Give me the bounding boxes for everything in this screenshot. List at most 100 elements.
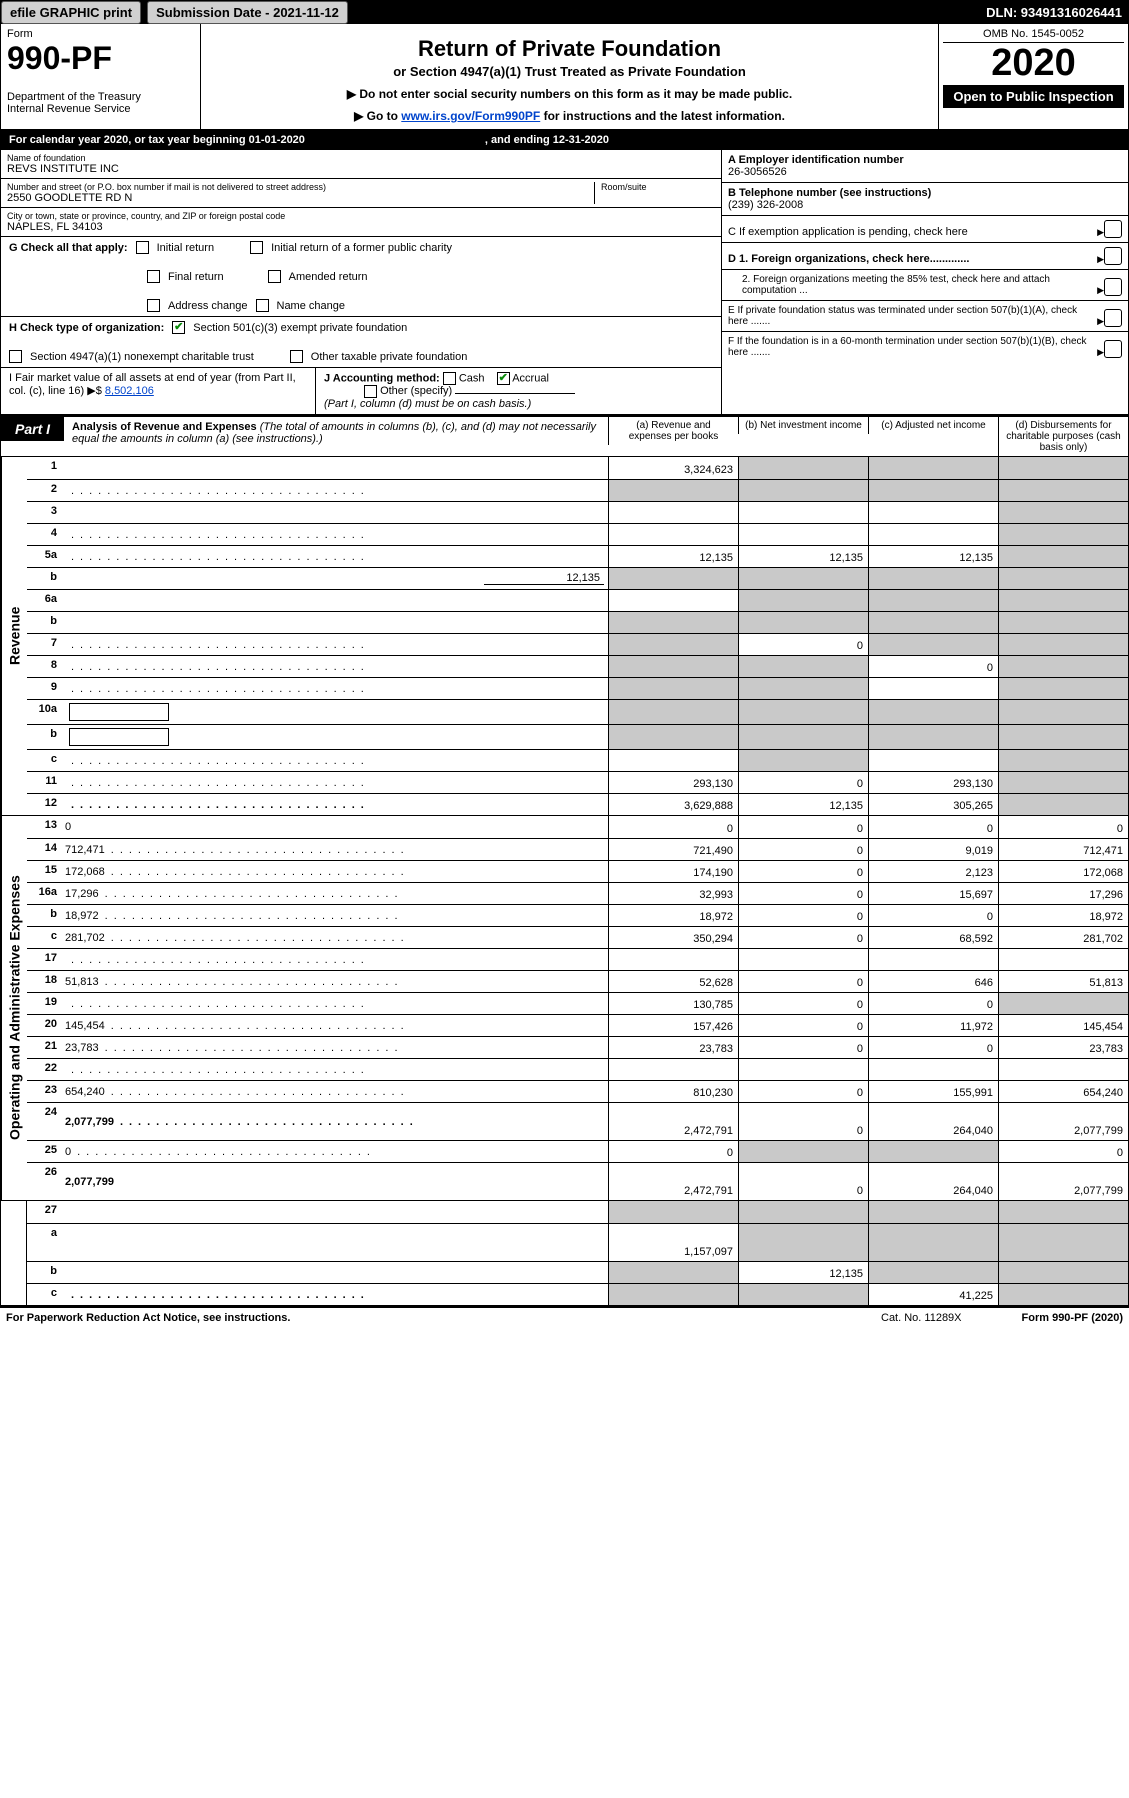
cell-a: [608, 480, 738, 501]
cell-b: [738, 678, 868, 699]
line-14: 14712,471...............................…: [27, 838, 1128, 860]
checkbox-f[interactable]: [1104, 340, 1122, 358]
checkbox-name-change[interactable]: [256, 299, 269, 312]
checkbox-initial-return[interactable]: [136, 241, 149, 254]
cell-d: 0: [998, 1141, 1128, 1162]
checkbox-initial-former[interactable]: [250, 241, 263, 254]
checkbox-amended[interactable]: [268, 270, 281, 283]
line-number: 15: [27, 861, 61, 882]
line-description: 0: [61, 816, 608, 838]
expenses-tab: Operating and Administrative Expenses: [1, 816, 27, 1200]
line-number: 17: [27, 949, 61, 970]
cell-c: 41,225: [868, 1284, 998, 1305]
checkbox-accrual[interactable]: [497, 372, 510, 385]
cell-d: 145,454: [998, 1015, 1128, 1036]
checkbox-4947[interactable]: [9, 350, 22, 363]
cell-a: [608, 634, 738, 655]
efile-button[interactable]: efile GRAPHIC print: [1, 1, 141, 24]
checkbox-other-method[interactable]: [364, 385, 377, 398]
cell-b: [738, 612, 868, 633]
checkbox-d2[interactable]: [1104, 278, 1122, 296]
line-number: 7: [27, 634, 61, 655]
line-number: c: [27, 927, 61, 948]
j-other: Other (specify): [380, 385, 452, 397]
instr-2-post: for instructions and the latest informat…: [540, 109, 785, 123]
form-number: 990-PF: [7, 40, 194, 77]
cell-d: [998, 656, 1128, 677]
cell-a: [608, 750, 738, 771]
j-cash: Cash: [459, 372, 485, 384]
cell-d: [998, 612, 1128, 633]
revenue-section: Revenue 13,324,6232.....................…: [1, 457, 1128, 816]
cell-b: 0: [738, 905, 868, 926]
cell-d: [998, 949, 1128, 970]
cell-b: [738, 1201, 868, 1223]
checkbox-e[interactable]: [1104, 309, 1122, 327]
g-check-row: G Check all that apply: Initial return I…: [1, 237, 721, 317]
cell-a: [608, 725, 738, 749]
line-description: .................................: [61, 656, 608, 677]
city-label: City or town, state or province, country…: [7, 211, 715, 221]
line-number: 10a: [27, 700, 61, 724]
line-description: .................................: [61, 524, 608, 545]
checkbox-final-return[interactable]: [147, 270, 160, 283]
cell-d: [998, 772, 1128, 793]
i-value: 8,502,106: [105, 385, 154, 397]
checkbox-c[interactable]: [1104, 220, 1122, 238]
line-description: 654,240.................................: [61, 1081, 608, 1102]
cell-a: 18,972: [608, 905, 738, 926]
d1-row: D 1. Foreign organizations, check here..…: [722, 243, 1128, 270]
cell-c: [868, 634, 998, 655]
line-number: 16a: [27, 883, 61, 904]
dot-leader: .................................: [71, 755, 604, 767]
checkbox-address-change[interactable]: [147, 299, 160, 312]
phone-row: B Telephone number (see instructions) (2…: [722, 183, 1128, 216]
line-21: 2123,783................................…: [27, 1036, 1128, 1058]
checkbox-d1[interactable]: [1104, 247, 1122, 265]
cell-b: [738, 750, 868, 771]
h-check-row: H Check type of organization: Section 50…: [1, 317, 721, 368]
line-description: [61, 612, 608, 633]
dot-leader: .................................: [71, 485, 604, 497]
cell-c: [868, 568, 998, 589]
cell-b: [738, 725, 868, 749]
form-header: Form 990-PF Department of the Treasury I…: [1, 24, 1128, 130]
cell-d: [998, 1201, 1128, 1223]
cell-d: [998, 678, 1128, 699]
line-description: .................................: [61, 1059, 608, 1080]
dot-leader: .................................: [111, 844, 604, 856]
h-501c3: Section 501(c)(3) exempt private foundat…: [193, 322, 407, 334]
cell-d: 17,296: [998, 883, 1128, 904]
checkbox-501c3[interactable]: [172, 321, 185, 334]
line-number: 27: [27, 1201, 61, 1223]
line-description: .................................: [61, 546, 608, 567]
addr-label: Number and street (or P.O. box number if…: [7, 182, 588, 192]
cell-b: 12,135: [738, 546, 868, 567]
line-9: 9.................................: [27, 677, 1128, 699]
line-number: 9: [27, 678, 61, 699]
summary-rows: 27a1,157,097b12,135c....................…: [27, 1201, 1128, 1305]
dln-label: DLN: 93491316026441: [986, 5, 1128, 20]
cell-d: [998, 700, 1128, 724]
line-22: 22.................................: [27, 1058, 1128, 1080]
line-number: 3: [27, 502, 61, 523]
line-description: .................................: [61, 480, 608, 501]
dot-leader: .................................: [105, 888, 604, 900]
cell-d: [998, 725, 1128, 749]
dot-leader: .................................: [77, 1146, 604, 1158]
calendar-begin: For calendar year 2020, or tax year begi…: [9, 134, 305, 146]
irs-label: Internal Revenue Service: [7, 103, 194, 115]
checkbox-other-taxable[interactable]: [290, 350, 303, 363]
page-footer: For Paperwork Reduction Act Notice, see …: [0, 1308, 1129, 1328]
line-23: 23654,240...............................…: [27, 1080, 1128, 1102]
phone-value: (239) 326-2008: [728, 199, 803, 211]
irs-link[interactable]: www.irs.gov/Form990PF: [401, 109, 540, 123]
checkbox-cash[interactable]: [443, 372, 456, 385]
line-3: 3: [27, 501, 1128, 523]
cell-a: [608, 502, 738, 523]
dot-leader: .................................: [71, 661, 604, 673]
cell-a: [608, 524, 738, 545]
cell-c: 305,265: [868, 794, 998, 815]
g-initial-former: Initial return of a former public charit…: [271, 242, 452, 254]
cell-b: [738, 1059, 868, 1080]
